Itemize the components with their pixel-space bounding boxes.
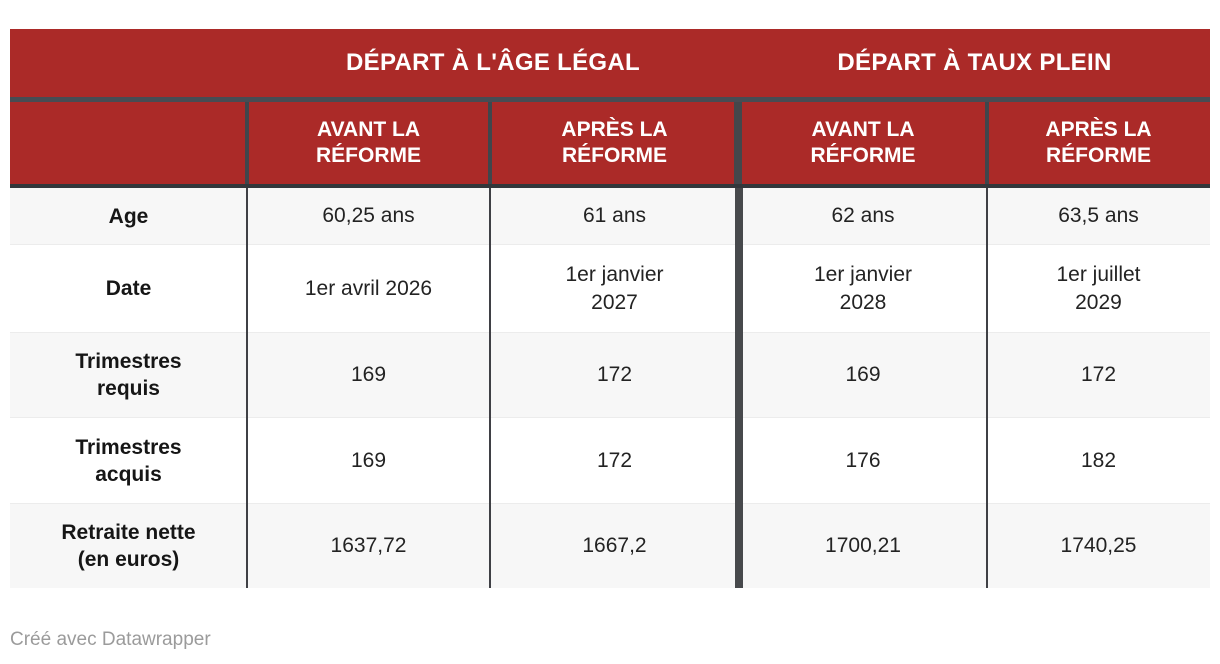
column-header-row: AVANT LA RÉFORME APRÈS LA RÉFORME AVANT … (10, 102, 1210, 184)
value-cell: 182 (1080, 448, 1117, 472)
value-cell: 62 ans (831, 204, 895, 227)
column-header-spacer (10, 102, 247, 184)
row-label: Retraite nette (en euros) (61, 521, 196, 571)
value-cell: 60,25 ans (322, 204, 415, 227)
table-row-retraite-nette: Retraite nette (en euros) 1637,72 1667,2… (10, 503, 1210, 588)
header-body-separator (10, 184, 1210, 188)
value-cell: 176 (845, 448, 881, 472)
column-header-avant-reforme-plein: AVANT LA RÉFORME (810, 118, 916, 167)
value-cell: 1700,21 (825, 534, 901, 557)
value-cell: 172 (1080, 363, 1117, 386)
value-cell: 169 (350, 363, 387, 386)
value-cell: 1er janvier 2028 (813, 262, 913, 314)
table-row-date: Date 1er avril 2026 1er janvier 2027 1er… (10, 244, 1210, 332)
column-divider (489, 188, 491, 588)
column-header-apres-reforme-plein: APRÈS LA RÉFORME (1045, 118, 1152, 167)
value-cell: 172 (596, 363, 633, 386)
column-header-apres-reforme-legal: APRÈS LA RÉFORME (561, 118, 668, 167)
column-divider (985, 102, 989, 184)
datawrapper-credit-link[interactable]: Créé avec Datawrapper (10, 629, 211, 650)
value-cell: 1667,2 (582, 534, 647, 557)
header-separator (10, 97, 1210, 102)
group-header-taux-plein: DÉPART À TAUX PLEIN (837, 49, 1112, 76)
value-cell: 1637,72 (330, 534, 407, 557)
value-cell: 169 (845, 363, 881, 386)
column-divider (246, 188, 248, 588)
column-divider (245, 102, 249, 184)
row-label: Trimestres requis (75, 350, 182, 400)
group-header-spacer (10, 29, 247, 97)
value-cell: 169 (350, 448, 387, 472)
column-divider (986, 188, 988, 588)
group-header-row: DÉPART À L'ÂGE LÉGAL DÉPART À TAUX PLEIN (10, 29, 1210, 97)
table-row-trimestres-acquis: Trimestres acquis 169 172 176 182 (10, 417, 1210, 503)
pension-reform-table: DÉPART À L'ÂGE LÉGAL DÉPART À TAUX PLEIN… (10, 29, 1210, 588)
row-label: Age (108, 204, 149, 228)
table-row-trimestres-requis: Trimestres requis 169 172 169 172 (10, 332, 1210, 417)
row-label: Trimestres acquis (75, 435, 182, 486)
column-header-avant-reforme-legal: AVANT LA RÉFORME (316, 118, 421, 167)
value-cell: 1er janvier 2027 (565, 262, 664, 314)
group-divider (735, 188, 743, 588)
value-cell: 63,5 ans (1058, 204, 1139, 227)
column-divider (488, 102, 492, 184)
value-cell: 1740,25 (1060, 534, 1137, 557)
group-header-age-legal: DÉPART À L'ÂGE LÉGAL (346, 49, 640, 76)
value-cell: 1er juillet 2029 (1056, 262, 1141, 314)
group-divider (734, 102, 742, 184)
row-label: Date (105, 277, 152, 300)
table-row-age: Age 60,25 ans 61 ans 62 ans 63,5 ans (10, 188, 1210, 244)
value-cell: 61 ans (582, 204, 647, 227)
value-cell: 172 (596, 448, 633, 472)
value-cell: 1er avril 2026 (304, 276, 433, 300)
